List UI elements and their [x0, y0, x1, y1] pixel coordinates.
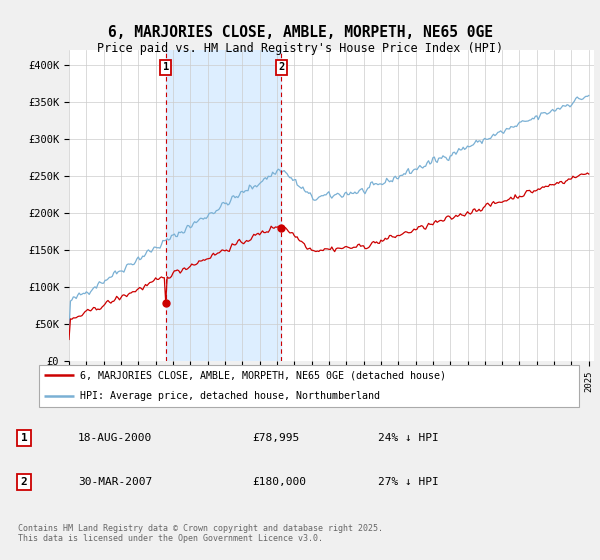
- Text: 6, MARJORIES CLOSE, AMBLE, MORPETH, NE65 0GE (detached house): 6, MARJORIES CLOSE, AMBLE, MORPETH, NE65…: [80, 370, 446, 380]
- Text: 2: 2: [278, 63, 284, 72]
- Text: Price paid vs. HM Land Registry's House Price Index (HPI): Price paid vs. HM Land Registry's House …: [97, 42, 503, 55]
- FancyBboxPatch shape: [39, 365, 579, 407]
- Bar: [166, 50, 281, 361]
- Text: £180,000: £180,000: [252, 477, 306, 487]
- Text: 18-AUG-2000: 18-AUG-2000: [78, 433, 152, 443]
- Text: 27% ↓ HPI: 27% ↓ HPI: [378, 477, 439, 487]
- Text: 1: 1: [163, 63, 169, 72]
- Text: 30-MAR-2007: 30-MAR-2007: [78, 477, 152, 487]
- Text: £78,995: £78,995: [252, 433, 299, 443]
- Text: HPI: Average price, detached house, Northumberland: HPI: Average price, detached house, Nort…: [80, 391, 380, 402]
- Text: 24% ↓ HPI: 24% ↓ HPI: [378, 433, 439, 443]
- Text: Contains HM Land Registry data © Crown copyright and database right 2025.
This d: Contains HM Land Registry data © Crown c…: [18, 524, 383, 543]
- Text: 1: 1: [20, 433, 28, 443]
- Text: 2: 2: [20, 477, 28, 487]
- Text: 6, MARJORIES CLOSE, AMBLE, MORPETH, NE65 0GE: 6, MARJORIES CLOSE, AMBLE, MORPETH, NE65…: [107, 25, 493, 40]
